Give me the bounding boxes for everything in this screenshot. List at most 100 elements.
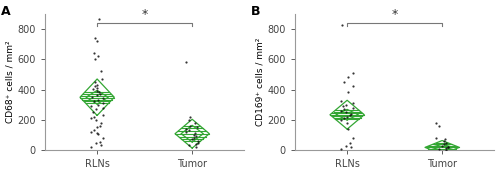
Point xyxy=(185,118,193,121)
Point xyxy=(444,145,452,148)
Point xyxy=(90,100,98,103)
Point xyxy=(346,114,354,117)
Point xyxy=(342,103,350,106)
Point xyxy=(92,108,100,110)
Point xyxy=(90,111,98,114)
Point xyxy=(184,144,192,147)
Point xyxy=(440,140,448,142)
Point xyxy=(89,88,97,91)
Point xyxy=(90,128,98,131)
Point xyxy=(91,36,99,39)
Point xyxy=(438,144,446,147)
Point xyxy=(346,141,354,144)
Point xyxy=(98,97,106,100)
Point xyxy=(99,102,107,104)
Point xyxy=(182,131,190,133)
Point xyxy=(194,141,202,144)
Point xyxy=(190,121,198,124)
Point xyxy=(343,121,351,124)
Point xyxy=(188,138,196,141)
Point xyxy=(436,124,444,127)
Point xyxy=(98,77,106,80)
Text: *: * xyxy=(392,8,398,21)
Point xyxy=(440,143,448,146)
Point xyxy=(348,71,356,74)
Point xyxy=(194,140,202,142)
Point xyxy=(97,144,105,146)
Point xyxy=(186,129,194,132)
Point xyxy=(340,117,348,120)
Point xyxy=(347,112,355,115)
Point xyxy=(441,138,449,141)
Point xyxy=(349,85,357,88)
Point xyxy=(90,115,98,118)
Point xyxy=(93,83,101,86)
Point xyxy=(342,111,349,114)
Point xyxy=(190,134,198,136)
Point xyxy=(186,124,194,127)
Point xyxy=(97,121,105,124)
Point xyxy=(338,118,345,121)
Point xyxy=(94,133,102,136)
Point xyxy=(344,127,351,130)
Point xyxy=(96,70,104,72)
Point xyxy=(94,94,102,97)
Point xyxy=(340,105,347,107)
Text: *: * xyxy=(142,8,148,21)
Point xyxy=(96,91,104,94)
Point xyxy=(92,80,100,83)
Point xyxy=(92,85,100,88)
Point xyxy=(432,136,440,139)
Point xyxy=(87,105,95,107)
Point xyxy=(434,148,442,150)
Point xyxy=(92,142,100,145)
Point xyxy=(96,141,104,144)
Point xyxy=(344,76,352,79)
Point xyxy=(186,115,194,118)
Point xyxy=(92,118,100,121)
Point xyxy=(192,146,200,148)
Point xyxy=(92,39,100,42)
Point xyxy=(348,106,356,109)
Point xyxy=(93,86,101,89)
Point xyxy=(90,51,98,54)
Point xyxy=(192,143,200,145)
Point xyxy=(95,18,103,21)
Point xyxy=(349,102,357,104)
Text: B: B xyxy=(251,5,260,18)
Point xyxy=(93,132,101,134)
Point xyxy=(193,126,201,129)
Point xyxy=(340,108,348,110)
Point xyxy=(343,115,351,118)
Text: A: A xyxy=(1,5,11,18)
Point xyxy=(444,146,452,149)
Point xyxy=(442,147,450,149)
Point xyxy=(96,124,104,127)
Point xyxy=(88,116,96,119)
Point xyxy=(190,136,198,139)
Point xyxy=(191,132,199,135)
Point xyxy=(88,131,96,133)
Point xyxy=(94,98,102,101)
Point xyxy=(99,106,107,109)
Point xyxy=(182,127,190,130)
Point xyxy=(432,121,440,124)
Point xyxy=(350,136,358,139)
Point xyxy=(340,80,347,83)
Point xyxy=(442,141,450,144)
Point xyxy=(442,148,450,151)
Point xyxy=(94,103,102,106)
Point xyxy=(344,91,352,94)
Point xyxy=(338,24,346,27)
Point xyxy=(96,92,104,95)
Point xyxy=(182,61,190,63)
Point xyxy=(88,146,96,148)
Point xyxy=(100,136,108,139)
Point xyxy=(93,126,101,129)
Y-axis label: CD169⁺ cells / mm²: CD169⁺ cells / mm² xyxy=(256,38,264,126)
Point xyxy=(92,89,100,92)
Point xyxy=(90,58,98,60)
Point xyxy=(338,147,345,150)
Point xyxy=(347,146,355,148)
Point xyxy=(338,109,345,112)
